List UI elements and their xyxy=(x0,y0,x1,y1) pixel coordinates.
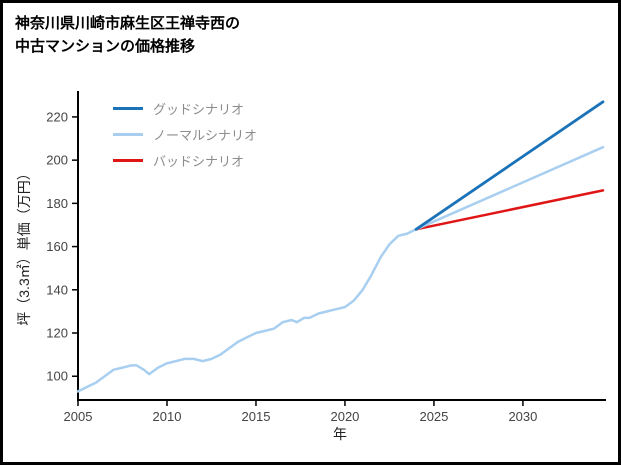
legend-line-swatch-good xyxy=(113,106,143,110)
x-tick-label: 2005 xyxy=(64,409,93,424)
legend-line-swatch-normal xyxy=(113,132,143,136)
series-line-forecast-normal xyxy=(414,145,605,231)
x-tick-label: 2010 xyxy=(153,409,182,424)
series-line-forecast-good xyxy=(414,100,605,231)
y-tick-label: 160 xyxy=(46,239,68,254)
legend-line-swatch-bad xyxy=(113,158,143,162)
y-tick-label: 120 xyxy=(46,326,68,341)
x-tick-label: 2020 xyxy=(330,409,359,424)
x-tick-label: 2025 xyxy=(419,409,448,424)
y-tick-label: 180 xyxy=(46,196,68,211)
legend-item-bad-scenario: バッドシナリオ xyxy=(113,147,257,173)
legend-item-good-scenario: グッドシナリオ xyxy=(113,95,257,121)
y-tick-label: 140 xyxy=(46,282,68,297)
legend-item-normal-scenario: ノーマルシナリオ xyxy=(113,121,257,147)
x-tick-label: 2030 xyxy=(508,409,537,424)
x-axis-label: 年 xyxy=(333,426,347,442)
chart-legend: グッドシナリオ ノーマルシナリオ バッドシナリオ xyxy=(111,93,264,175)
legend-label-normal: ノーマルシナリオ xyxy=(153,127,258,143)
line-chart-canvas: 2005 2010 2015 2020 2025 2030 100 120 140 160 180 2… xyxy=(46,91,606,424)
series-line-forecast-bad xyxy=(414,189,605,231)
series-line-history xyxy=(76,228,418,393)
y-axis-label: 坪（3.3㎡）単価（万円） xyxy=(16,166,32,326)
y-tick-label: 220 xyxy=(46,109,68,124)
legend-label-good: グッドシナリオ xyxy=(153,101,245,117)
page-title: 神奈川県川崎市麻生区王禅寺西の 中古マンションの価格推移 xyxy=(15,13,240,58)
y-tick-label: 100 xyxy=(46,369,68,384)
y-tick-label: 200 xyxy=(46,153,68,168)
page-title-line-1: 神奈川県川崎市麻生区王禅寺西の xyxy=(15,15,241,32)
legend-label-bad: バッドシナリオ xyxy=(153,153,245,169)
x-tick-label: 2015 xyxy=(242,409,271,424)
page-title-line-2: 中古マンションの価格推移 xyxy=(15,37,196,55)
